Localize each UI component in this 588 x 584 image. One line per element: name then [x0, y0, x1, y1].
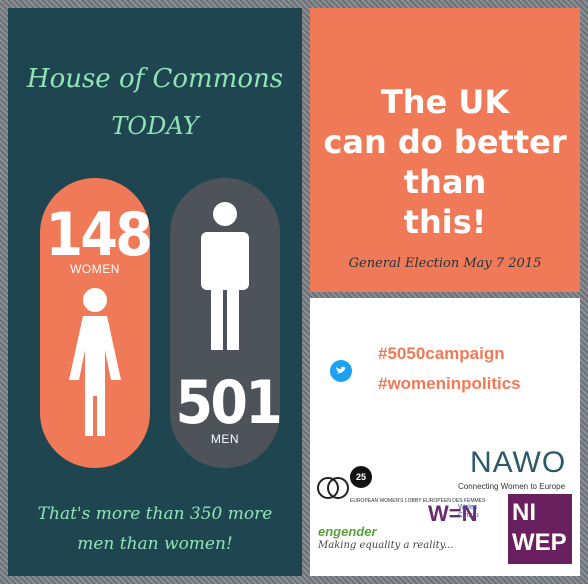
man-icon — [201, 202, 249, 350]
engender-tagline: Making equality a reality... — [318, 540, 454, 551]
women-label: WOMEN — [70, 262, 120, 276]
call-to-action-panel: The UK can do better than this! General … — [310, 8, 580, 292]
women-pill: 148 WOMEN — [40, 178, 153, 468]
men-pill: 501 MEN — [170, 178, 283, 468]
headline-line2: can do better than — [323, 123, 567, 201]
women-count: 148 — [45, 200, 153, 270]
ewl-logo-icon — [317, 477, 349, 499]
niwep-logo-box — [508, 494, 572, 564]
men-count: 501 — [175, 368, 283, 438]
wen-wales: Wales — [458, 504, 478, 511]
panel-subtitle: TODAY — [111, 112, 199, 140]
headline: The UK can do better than this! — [310, 82, 580, 242]
ewl-25-badge: 25 — [350, 466, 372, 488]
nawo-logo: NAWO — [470, 446, 567, 479]
nawo-tagline: Connecting Women to Europe — [458, 482, 566, 491]
wen-wales-cymru: Wales Cymru — [458, 504, 479, 520]
wen-cymru: Cymru — [458, 512, 479, 519]
comparison-line2: men than women! — [77, 534, 233, 554]
hashtag-5050campaign[interactable]: #5050campaign — [378, 344, 505, 363]
panel-title: House of Commons — [26, 64, 284, 94]
niwep-ni: NI — [512, 499, 536, 526]
niwep-wep: WEP — [512, 529, 567, 556]
woman-icon — [69, 288, 121, 436]
comparison-line1: That's more than 350 more — [37, 504, 273, 524]
men-label: MEN — [210, 432, 240, 446]
headline-line1: The UK — [380, 83, 510, 121]
twitter-icon — [330, 360, 352, 382]
wen-logo: W=N — [428, 501, 478, 526]
engender-logo: engender — [318, 524, 377, 539]
headline-line3: this! — [403, 203, 487, 241]
hashtag-womeninpolitics[interactable]: #womeninpolitics — [378, 374, 521, 393]
niwep-logo-text: NI WEP — [512, 498, 567, 558]
house-of-commons-panel: House of Commons TODAY 148 WOMEN 501 MEN… — [8, 8, 302, 576]
ewl-text: EUROPEAN WOMEN'S LOBBY EUROPEEN DES FEMM… — [350, 498, 486, 504]
election-date: General Election May 7 2015 — [348, 256, 542, 271]
campaign-panel: #5050campaign #womeninpolitics 25 EUROPE… — [310, 298, 580, 576]
